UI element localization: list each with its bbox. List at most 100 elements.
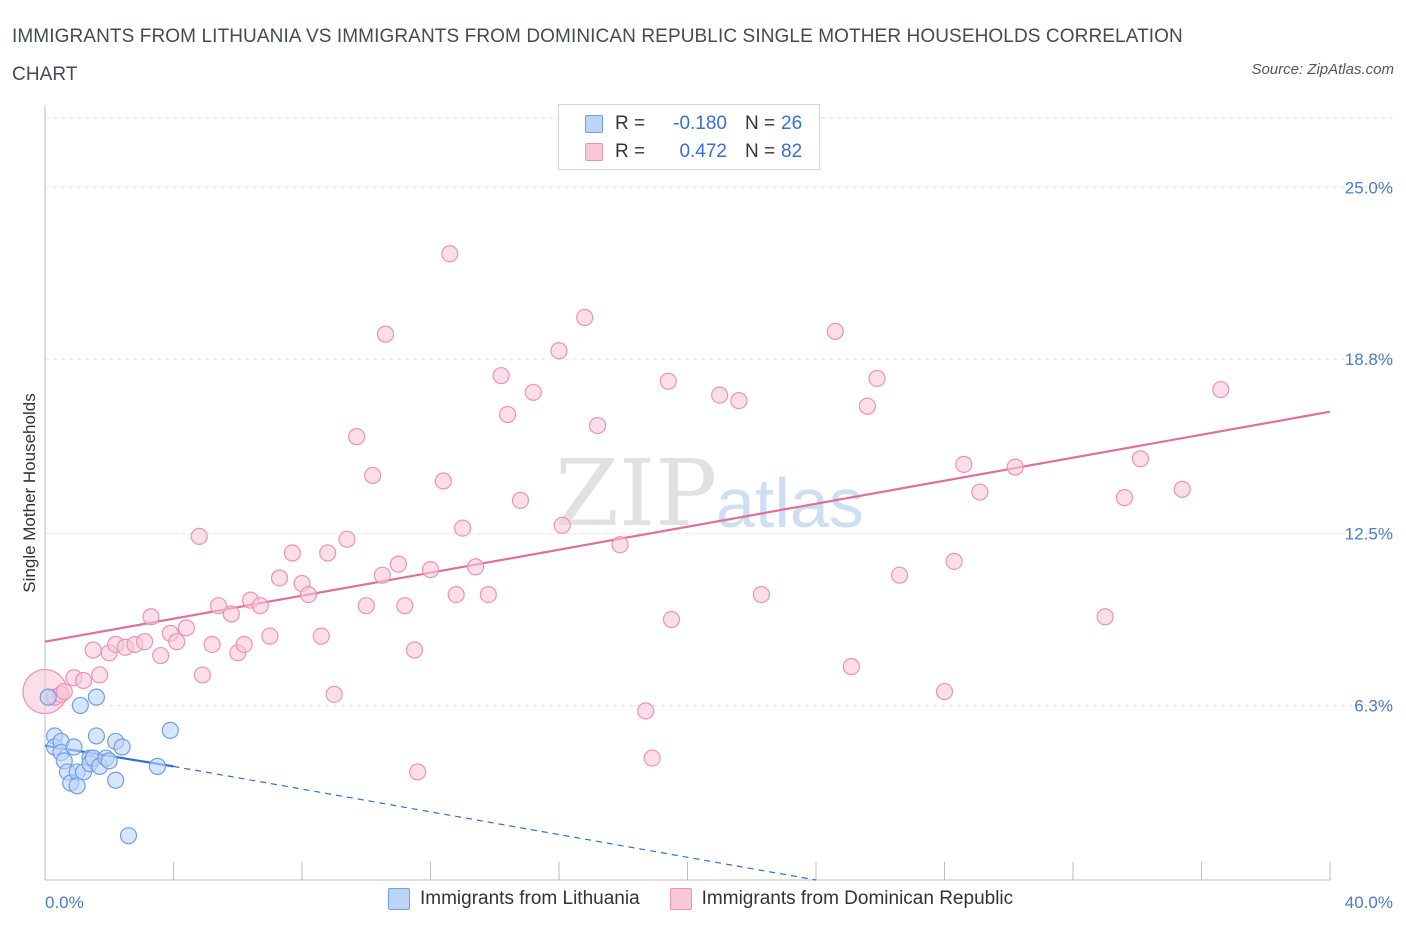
x-min-label: 0.0% xyxy=(45,893,84,912)
point-dominican xyxy=(421,561,440,579)
source-label: Source: ZipAtlas.com xyxy=(1251,61,1394,78)
point-dominican xyxy=(270,569,289,587)
point-dominican xyxy=(135,633,154,651)
point-dominican xyxy=(405,641,424,659)
n-value-dominican: 82 xyxy=(781,141,803,162)
legend-row-lithuania: R = -0.180 N = 26 xyxy=(585,111,802,137)
point-dominican xyxy=(142,608,160,626)
n-label: N = xyxy=(745,141,776,162)
axes xyxy=(44,105,1331,881)
point-dominican xyxy=(1006,458,1024,476)
point-dominican xyxy=(283,544,301,562)
point-dominican xyxy=(312,627,330,645)
point-dominican xyxy=(643,749,661,767)
y-tick-labels: 6.3% 12.5% 18.8% 25.0% xyxy=(1345,178,1393,715)
legend-swatch-lithuania xyxy=(585,115,603,133)
series-legend: Immigrants from Lithuania Immigrants fro… xyxy=(388,888,1043,910)
point-dominican xyxy=(1212,380,1230,399)
point-dominican xyxy=(662,610,681,629)
point-lithuania xyxy=(39,688,57,706)
point-dominican xyxy=(553,516,571,534)
point-dominican xyxy=(348,428,366,446)
y-tick-label: 6.3% xyxy=(1354,696,1393,715)
point-dominican xyxy=(193,666,212,684)
watermark: ZIP atlas xyxy=(555,440,864,547)
point-dominican xyxy=(190,527,208,546)
point-dominican xyxy=(376,325,395,343)
point-dominican xyxy=(441,245,459,263)
point-lithuania xyxy=(71,696,89,715)
point-dominican xyxy=(637,702,655,720)
y-tick-label: 18.8% xyxy=(1345,350,1393,369)
point-dominican xyxy=(868,369,886,388)
data-points xyxy=(22,245,1230,845)
point-dominican xyxy=(454,519,472,537)
point-dominican xyxy=(299,585,318,604)
gridlines xyxy=(45,117,1395,706)
point-dominican xyxy=(945,552,963,570)
watermark-atlas: atlas xyxy=(716,464,864,542)
point-dominican xyxy=(524,383,542,401)
legend-item-dominican[interactable]: Immigrants from Dominican Republic xyxy=(669,888,1014,910)
n-value-lithuania: 26 xyxy=(781,113,803,134)
point-dominican xyxy=(935,682,954,701)
point-dominican xyxy=(409,763,427,781)
point-dominican xyxy=(588,416,607,435)
point-dominican xyxy=(168,633,186,651)
x-max-label: 40.0% xyxy=(1345,893,1393,912)
point-dominican xyxy=(447,585,465,604)
n-label: N = xyxy=(745,113,776,134)
point-dominican xyxy=(222,605,240,623)
point-dominican xyxy=(152,646,170,665)
point-lithuania xyxy=(113,738,131,756)
watermark-zip: ZIP xyxy=(555,440,717,547)
point-dominican xyxy=(858,397,877,415)
point-dominican xyxy=(55,682,73,701)
point-dominican xyxy=(319,544,337,562)
point-dominican xyxy=(971,483,989,501)
point-dominican xyxy=(1096,608,1114,626)
point-dominican xyxy=(364,466,382,485)
legend-item-lithuania[interactable]: Immigrants from Lithuania xyxy=(388,888,640,910)
point-lithuania xyxy=(65,738,83,756)
point-dominican xyxy=(434,472,452,490)
r-value-dominican: 0.472 xyxy=(679,141,727,162)
y-tick-label: 25.0% xyxy=(1345,178,1393,197)
point-dominican xyxy=(842,658,860,676)
point-dominican xyxy=(730,392,748,410)
point-dominican xyxy=(84,641,102,659)
point-dominican xyxy=(550,342,568,360)
point-lithuania xyxy=(87,727,106,745)
point-lithuania xyxy=(119,827,138,845)
point-dominican xyxy=(711,386,729,404)
point-dominican xyxy=(492,367,510,385)
point-dominican xyxy=(235,635,253,654)
point-dominican xyxy=(466,558,485,576)
point-dominican xyxy=(611,536,629,554)
point-dominican xyxy=(261,627,279,645)
point-dominican xyxy=(338,530,356,548)
point-lithuania xyxy=(68,777,86,795)
point-dominican xyxy=(479,585,497,604)
r-label: R = xyxy=(615,141,646,162)
point-dominican xyxy=(826,322,844,340)
point-lithuania xyxy=(107,771,125,789)
point-dominican xyxy=(91,666,109,684)
legend-label-dominican: Immigrants from Dominican Republic xyxy=(701,888,1014,909)
legend-swatch-dominican xyxy=(585,143,603,161)
point-lithuania xyxy=(148,757,167,775)
point-dominican xyxy=(74,671,93,690)
point-dominican xyxy=(209,597,228,615)
legend-swatch-dominican xyxy=(669,888,692,910)
point-dominican xyxy=(955,455,973,473)
r-value-lithuania: -0.180 xyxy=(673,113,727,134)
point-dominican xyxy=(389,555,407,573)
y-axis-label: Single Mother Households xyxy=(20,393,39,592)
point-dominican xyxy=(325,685,343,703)
point-lithuania xyxy=(161,721,179,739)
legend-row-dominican: R = 0.472 N = 82 xyxy=(585,139,802,165)
point-dominican xyxy=(890,566,909,584)
r-label: R = xyxy=(615,113,646,134)
legend-label-lithuania: Immigrants from Lithuania xyxy=(420,888,640,909)
trend-line-lithuania-extrapolated xyxy=(173,765,817,881)
